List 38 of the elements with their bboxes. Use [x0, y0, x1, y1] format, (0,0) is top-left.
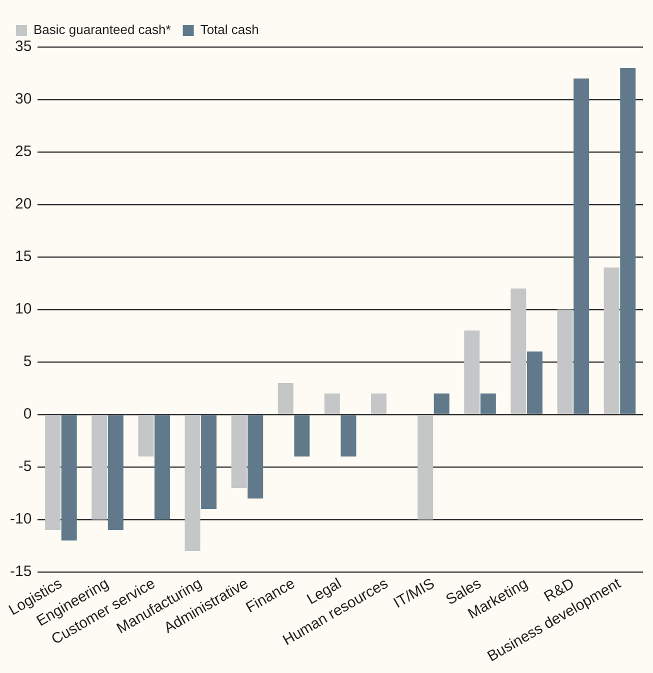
bar — [510, 288, 526, 414]
bar — [231, 415, 247, 488]
y-tick-label: 0 — [23, 406, 32, 423]
y-tick-label: 20 — [14, 196, 32, 213]
bar — [371, 393, 386, 414]
bar — [527, 351, 542, 414]
bar — [294, 415, 310, 456]
y-tick-label: 15 — [14, 248, 32, 266]
bar — [61, 415, 77, 540]
bar — [480, 393, 496, 414]
y-tick-label: -15 — [10, 563, 32, 580]
y-tick-label: 10 — [14, 300, 32, 318]
bar — [574, 78, 590, 414]
bar — [620, 68, 636, 414]
bar — [324, 393, 340, 414]
bar — [557, 309, 573, 414]
y-tick-label: 30 — [14, 90, 32, 108]
bar — [92, 415, 108, 520]
bar — [434, 393, 450, 414]
bar — [45, 415, 61, 530]
bar — [138, 415, 154, 456]
bar — [464, 330, 480, 414]
bar — [278, 382, 294, 414]
bar — [418, 415, 434, 520]
y-tick-label: -5 — [18, 458, 32, 476]
legend-label: Total cash — [200, 22, 259, 38]
bar — [604, 267, 620, 414]
y-tick-label: 25 — [14, 143, 32, 160]
y-tick-label: -10 — [10, 510, 32, 528]
bar — [108, 415, 124, 530]
bar — [201, 415, 217, 509]
legend-label: Basic guaranteed cash* — [34, 22, 171, 38]
bar — [154, 415, 170, 520]
bar — [340, 415, 356, 456]
y-tick-label: 5 — [23, 353, 32, 370]
bar — [248, 415, 264, 498]
bar — [184, 415, 200, 551]
y-tick-label: 35 — [14, 38, 32, 56]
